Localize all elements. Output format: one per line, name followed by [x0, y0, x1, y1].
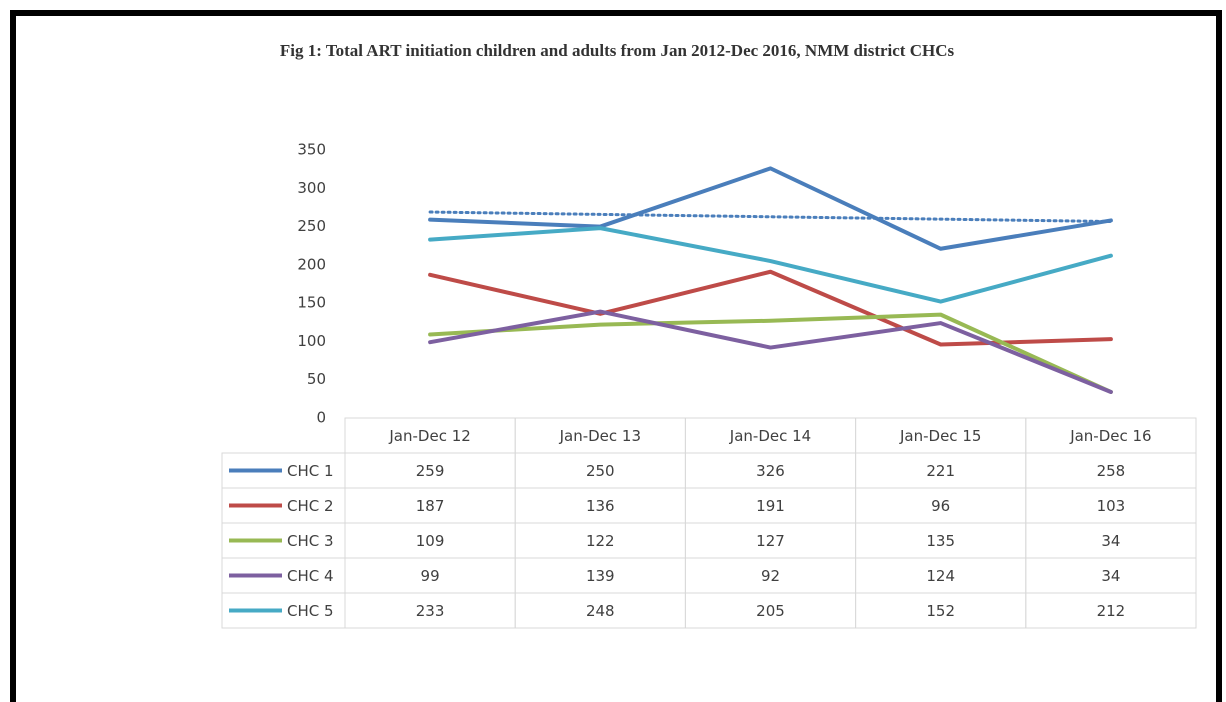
table-value: 187 — [416, 497, 445, 515]
table-value: 99 — [421, 567, 440, 585]
table-value: 127 — [756, 532, 785, 550]
table-value: 109 — [416, 532, 445, 550]
y-tick-label: 350 — [297, 141, 326, 159]
table-value: 96 — [931, 497, 950, 515]
table-value: 212 — [1097, 602, 1126, 620]
legend-label: CHC 1 — [287, 462, 334, 480]
table-value: 152 — [926, 602, 955, 620]
x-tick-label: Jan-Dec 12 — [388, 427, 470, 445]
series-line — [428, 312, 1113, 394]
trendline — [428, 210, 1113, 224]
y-tick-label: 200 — [297, 255, 326, 273]
table-value: 233 — [416, 602, 445, 620]
chart-title: Fig 1: Total ART initiation children and… — [280, 41, 955, 60]
table-value: 135 — [926, 532, 955, 550]
table-value: 34 — [1101, 567, 1120, 585]
legend-label: CHC 5 — [287, 602, 334, 620]
table-value: 250 — [586, 462, 615, 480]
table-cell — [1025, 592, 1197, 629]
table-value: 205 — [756, 602, 785, 620]
series-line — [428, 309, 1113, 394]
legend-label: CHC 2 — [287, 497, 334, 515]
table-value: 122 — [586, 532, 615, 550]
table-value: 326 — [756, 462, 785, 480]
y-tick-label: 100 — [297, 332, 326, 350]
table-value: 92 — [761, 567, 780, 585]
series-line — [428, 269, 1113, 347]
x-tick-label: Jan-Dec 15 — [899, 427, 981, 445]
y-tick-label: 50 — [307, 370, 326, 388]
legend-label: CHC 3 — [287, 532, 334, 550]
table-value: 221 — [926, 462, 955, 480]
table-value: 248 — [586, 602, 615, 620]
table-value: 124 — [926, 567, 955, 585]
x-tick-label: Jan-Dec 14 — [729, 427, 811, 445]
table-value: 191 — [756, 497, 785, 515]
legend-label: CHC 4 — [287, 567, 334, 585]
x-tick-label: Jan-Dec 13 — [559, 427, 641, 445]
y-tick-label: 250 — [297, 217, 326, 235]
table-value: 259 — [416, 462, 445, 480]
y-tick-label: 150 — [297, 294, 326, 312]
y-tick-label: 0 — [316, 409, 326, 427]
table-value: 34 — [1101, 532, 1120, 550]
x-tick-label: Jan-Dec 16 — [1069, 427, 1151, 445]
table-value: 136 — [586, 497, 615, 515]
series-line — [428, 166, 1113, 251]
series-line — [428, 226, 1113, 304]
table-value: 103 — [1097, 497, 1126, 515]
table-value: 258 — [1097, 462, 1126, 480]
table-value: 139 — [586, 567, 615, 585]
y-tick-label: 300 — [297, 179, 326, 197]
